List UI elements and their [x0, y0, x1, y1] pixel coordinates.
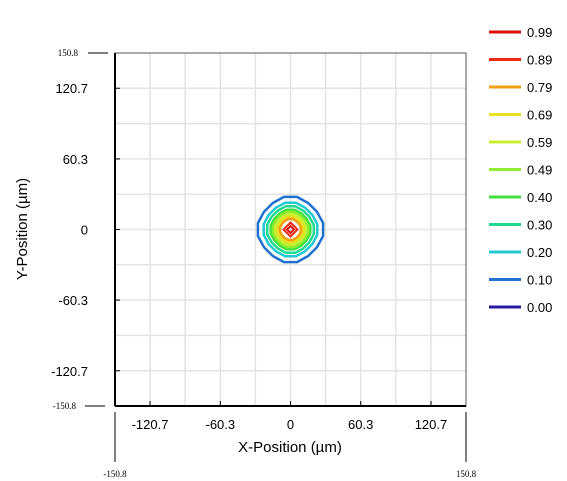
contour-level-0.59	[274, 213, 307, 246]
y-tick-label: 0	[81, 223, 88, 238]
legend-label-0.59: 0.59	[527, 135, 552, 150]
grid-lines	[115, 53, 466, 406]
x-tick-label: 120.7	[415, 417, 448, 432]
contour-level-0.89	[282, 221, 299, 238]
x-limit-label-right: 150.8	[456, 469, 477, 479]
x-limit-label-left: -150.8	[103, 469, 127, 479]
contour-level-0.79	[278, 217, 303, 242]
y-limit-label-top: 150.8	[58, 48, 79, 58]
x-tick-label: -60.3	[206, 417, 236, 432]
legend-label-0.20: 0.20	[527, 245, 552, 260]
contour-lines	[256, 195, 325, 264]
legend-label-0.79: 0.79	[527, 80, 552, 95]
y-axis-title: Y-Position (µm)	[14, 178, 31, 280]
y-limit-label-bottom: -150.8	[53, 401, 77, 411]
x-tick-label: 0	[287, 417, 294, 432]
legend: 0.99 0.89 0.79 0.69 0.59 0.49 0.40 0.30 0.20 0.10…	[489, 25, 552, 315]
contour-level-0.49	[271, 210, 310, 249]
legend-label-0.69: 0.69	[527, 108, 552, 123]
legend-label-0.10: 0.10	[527, 273, 552, 288]
axis-ticks: -120.7 -60.3 0 60.3 120.7 120.7 60.3 0 -60.3 -120…	[51, 48, 477, 479]
contour-level-0.30	[265, 204, 316, 255]
legend-label-0.89: 0.89	[527, 53, 552, 68]
x-tick-label: -120.7	[132, 417, 169, 432]
contour-level-0.10	[256, 195, 325, 264]
legend-label-0.99: 0.99	[527, 25, 552, 40]
y-tick-label: 60.3	[63, 152, 88, 167]
y-tick-label: 120.7	[55, 81, 88, 96]
contour-level-0.99	[285, 224, 296, 235]
contour-level-0.20	[262, 201, 319, 258]
y-tick-label: -60.3	[58, 293, 88, 308]
x-tick-label: 60.3	[348, 417, 373, 432]
contour-level-0.69	[276, 215, 305, 244]
legend-label-0.40: 0.40	[527, 190, 552, 205]
y-tick-label: -120.7	[51, 364, 88, 379]
x-axis-title: X-Position (µm)	[238, 439, 342, 456]
legend-label-0.30: 0.30	[527, 218, 552, 233]
legend-label-0.49: 0.49	[527, 163, 552, 178]
legend-label-0.00: 0.00	[527, 300, 552, 315]
contour-level-0.40	[269, 208, 312, 251]
